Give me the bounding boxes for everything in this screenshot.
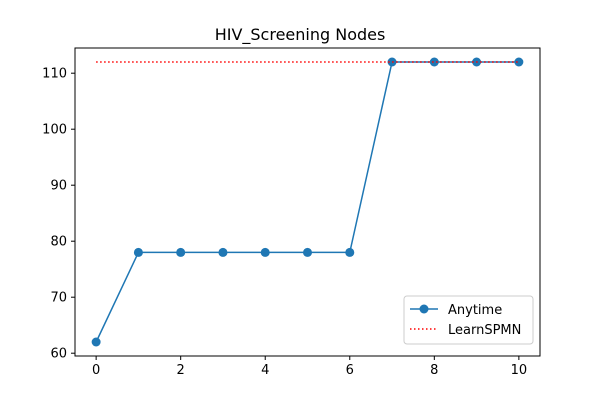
- legend-anytime-label: Anytime: [448, 303, 502, 318]
- legend: Anytime LearnSPMN: [403, 295, 534, 345]
- x-tick-label: 4: [261, 363, 269, 378]
- plot-frame: [74, 47, 541, 357]
- legend-learnspmn-label: LearnSPMN: [448, 323, 521, 338]
- data-point-anytime: [429, 57, 439, 67]
- x-tick-label: 0: [92, 363, 100, 378]
- y-tick-label: 100: [42, 123, 67, 138]
- y-tick-label: 70: [50, 291, 67, 306]
- data-point-anytime: [133, 247, 143, 257]
- x-tick-label: 10: [511, 363, 528, 378]
- x-tick-label: 6: [346, 363, 354, 378]
- data-point-anytime: [387, 57, 397, 67]
- legend-frame: [403, 295, 534, 345]
- data-point-anytime: [345, 247, 355, 257]
- legend-anytime-marker: [419, 304, 429, 314]
- axes: 0 2 4 6 8 10 60 70 80 90 100 110: [42, 47, 541, 378]
- data-point-anytime: [91, 337, 101, 347]
- y-tick-label: 80: [50, 235, 67, 250]
- data-point-anytime: [176, 247, 186, 257]
- data-point-anytime: [303, 247, 312, 257]
- data-point-anytime: [218, 247, 228, 257]
- data-point-anytime: [260, 247, 270, 257]
- y-tick-label: 110: [42, 67, 67, 82]
- plot-series: [91, 57, 524, 347]
- x-tick-label: 2: [177, 363, 185, 378]
- y-tick-label: 60: [50, 347, 67, 362]
- data-point-anytime: [514, 57, 524, 67]
- x-tick-label: 8: [430, 363, 438, 378]
- chart-title: HIV_Screening Nodes: [215, 25, 386, 45]
- y-tick-label: 90: [50, 179, 67, 194]
